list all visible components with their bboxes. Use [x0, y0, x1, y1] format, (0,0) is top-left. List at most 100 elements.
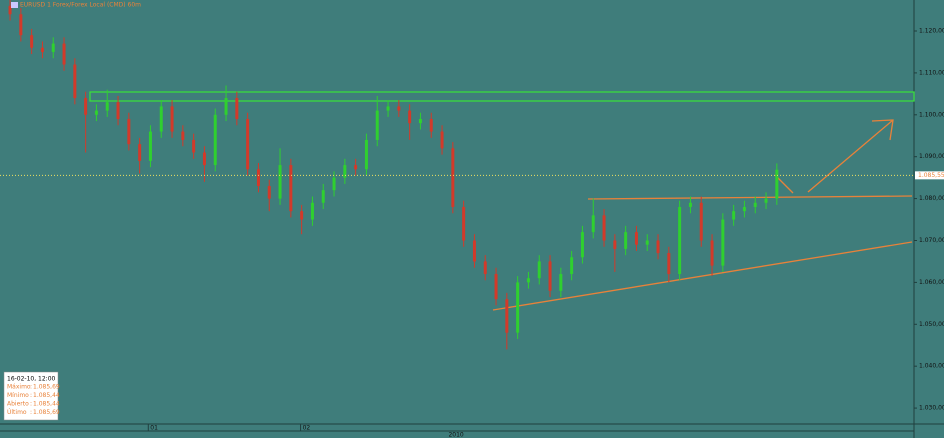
candle-body: [354, 165, 358, 170]
candle-body: [440, 131, 444, 149]
info-date: 16-02-10, 12:00: [7, 376, 56, 383]
candle-body: [310, 202, 314, 220]
candle-body: [30, 35, 34, 48]
candle-body: [94, 110, 98, 115]
candle-body: [235, 98, 239, 119]
candle-body: [213, 114, 217, 166]
candle-body: [375, 110, 379, 140]
candle-body: [429, 118, 433, 132]
candle-body: [408, 110, 412, 124]
info-text: :: [30, 392, 32, 399]
info-text: 1.085,44: [33, 392, 60, 399]
info-text: :: [30, 384, 32, 391]
candle-body: [559, 274, 563, 291]
candle-body: [40, 47, 44, 52]
info-box-bg: [3, 371, 59, 421]
candle-body: [516, 282, 520, 333]
candle-body: [570, 257, 574, 275]
info-text: 1.085,44: [33, 401, 60, 408]
candle-body: [678, 206, 682, 275]
candle-body: [181, 131, 185, 140]
candle-body: [667, 253, 671, 275]
candle-body: [224, 98, 228, 115]
candle-body: [8, 5, 12, 15]
candle-body: [537, 261, 541, 279]
arrow: [807, 119, 894, 193]
last-price-label: 1.085,55: [918, 172, 944, 179]
candle-body: [332, 177, 336, 191]
candle-body: [710, 240, 714, 266]
candle-body: [699, 202, 703, 241]
candle-body: [451, 148, 455, 207]
y-tick-label: 1.030,00: [919, 405, 944, 412]
info-text: 1.085,69: [33, 384, 60, 391]
arrow-head: [871, 119, 894, 141]
chart-title: EURUSD 1 Forex/Forex Local (CMD) 60m: [20, 2, 141, 9]
candle-body: [764, 198, 768, 203]
info-box: 16-02-10, 12:00 Máximo:1.085,69Mínimo:1.…: [3, 371, 60, 421]
info-text: Mínimo: [7, 392, 29, 399]
x-tick-label: 02: [303, 425, 311, 432]
candle-body: [148, 131, 152, 161]
candle-body: [742, 206, 746, 212]
y-tick-label: 1.090,00: [919, 153, 944, 160]
info-text: Último: [7, 409, 27, 416]
candle-body: [602, 215, 606, 241]
candle-body: [462, 206, 466, 241]
candle-body: [775, 169, 779, 199]
candle-body: [494, 274, 498, 300]
candle-body: [289, 165, 293, 212]
candle-body: [624, 232, 628, 249]
resistance-zone: [89, 91, 915, 102]
candle-body: [526, 278, 530, 283]
candle-body: [472, 240, 476, 262]
info-text: 1.085,69: [33, 409, 60, 416]
candle-body: [656, 240, 660, 254]
candle-body: [505, 299, 509, 333]
candle-body: [202, 152, 206, 166]
info-text: Máximo: [7, 384, 31, 391]
info-text: :: [30, 409, 32, 416]
candle-body: [51, 43, 55, 52]
x-tick-label: 01: [150, 425, 158, 432]
candles: [8, 0, 779, 350]
candle-body: [192, 139, 196, 153]
candle-body: [19, 14, 23, 36]
trend-line: [492, 241, 913, 311]
candle-body: [116, 102, 120, 119]
candle-body: [127, 118, 131, 145]
candle-body: [170, 106, 174, 132]
candle-body: [278, 165, 282, 199]
candle-body: [256, 169, 260, 187]
candle-body: [721, 219, 725, 266]
candle-body: [73, 64, 77, 99]
candle-body: [364, 139, 368, 170]
y-tick-label: 1.060,00: [919, 279, 944, 286]
candle-body: [321, 190, 325, 203]
y-tick-label: 1.050,00: [919, 321, 944, 328]
y-tick-label: 1.100,00: [919, 111, 944, 118]
candle-body: [105, 102, 109, 111]
candle-body: [580, 232, 584, 258]
candle-body: [634, 232, 638, 245]
x-year-label: 2010: [448, 432, 463, 438]
candle-body: [386, 106, 390, 111]
candle-body: [397, 106, 401, 111]
y-tick-label: 1.120,00: [919, 28, 944, 35]
y-tick-label: 1.080,00: [919, 195, 944, 202]
candle-body: [645, 240, 649, 245]
candle-body: [62, 43, 66, 65]
candle-body: [159, 106, 163, 132]
candle-body: [418, 118, 422, 124]
symbol-icon: [11, 2, 18, 8]
candle-body: [732, 211, 736, 220]
candle-body: [613, 240, 617, 249]
candle-body: [138, 144, 142, 161]
candle-body: [688, 202, 692, 207]
info-text: Abierto: [7, 401, 29, 408]
candle-body: [300, 211, 304, 220]
last-price-tag: [915, 171, 944, 180]
candle-body: [246, 118, 250, 170]
